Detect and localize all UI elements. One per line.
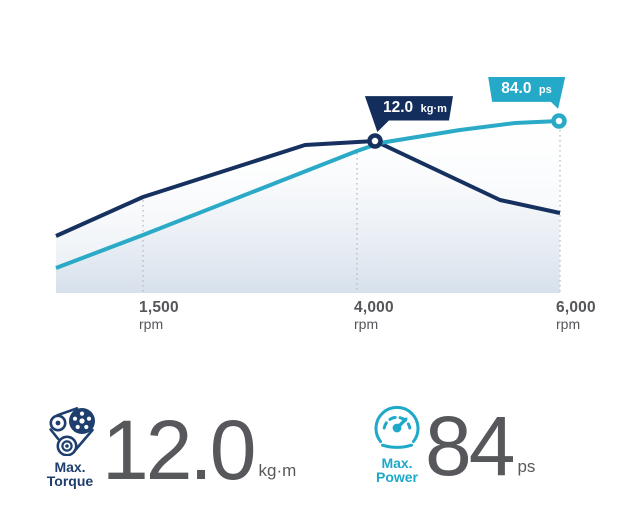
chart-canvas xyxy=(55,113,567,293)
area-fills xyxy=(56,121,560,293)
x-tick-unit: rpm xyxy=(139,316,164,332)
torque-stat-label-line2: Torque xyxy=(46,473,94,489)
power-stat-label-line1: Max. xyxy=(381,455,413,471)
power-peak-marker xyxy=(551,113,567,129)
torque-callout-unit: kg·m xyxy=(420,103,447,115)
torque-line xyxy=(55,139,561,238)
x-tick-value: 1,500 xyxy=(139,299,179,316)
max-torque-stat: Max. Torque 12.0 kg·m xyxy=(28,402,297,497)
power-area-fill xyxy=(56,121,559,293)
x-tick-value: 4,000 xyxy=(354,299,394,316)
torque-stat-value: 12.0 xyxy=(102,403,256,497)
torque-stat-unit: kg·m xyxy=(258,461,297,480)
speedometer-icon xyxy=(374,405,420,449)
power-stat-unit: ps xyxy=(517,457,536,476)
power-callout-unit: ps xyxy=(538,84,552,96)
peak-markers xyxy=(367,113,567,149)
x-tick-1: 4,000 rpm xyxy=(354,299,394,332)
power-stat-value: 84 xyxy=(425,399,515,493)
x-tick-unit: rpm xyxy=(556,316,581,332)
power-stat-label-line2: Power xyxy=(375,469,418,485)
torque-stat-label-line1: Max. xyxy=(54,459,86,475)
torque-callout-value: 12.0 xyxy=(383,99,414,116)
engine-belt-icon xyxy=(49,407,95,456)
torque-peak-marker xyxy=(367,133,383,149)
x-tick-value: 6,000 xyxy=(556,299,596,316)
x-tick-unit: rpm xyxy=(354,316,379,332)
power-callout-value: 84.0 xyxy=(501,80,532,97)
max-power-stat: Max. Power 84 ps xyxy=(355,399,536,493)
x-tick-2: 6,000 rpm xyxy=(556,299,596,332)
x-tick-0: 1,500 rpm xyxy=(139,299,179,332)
